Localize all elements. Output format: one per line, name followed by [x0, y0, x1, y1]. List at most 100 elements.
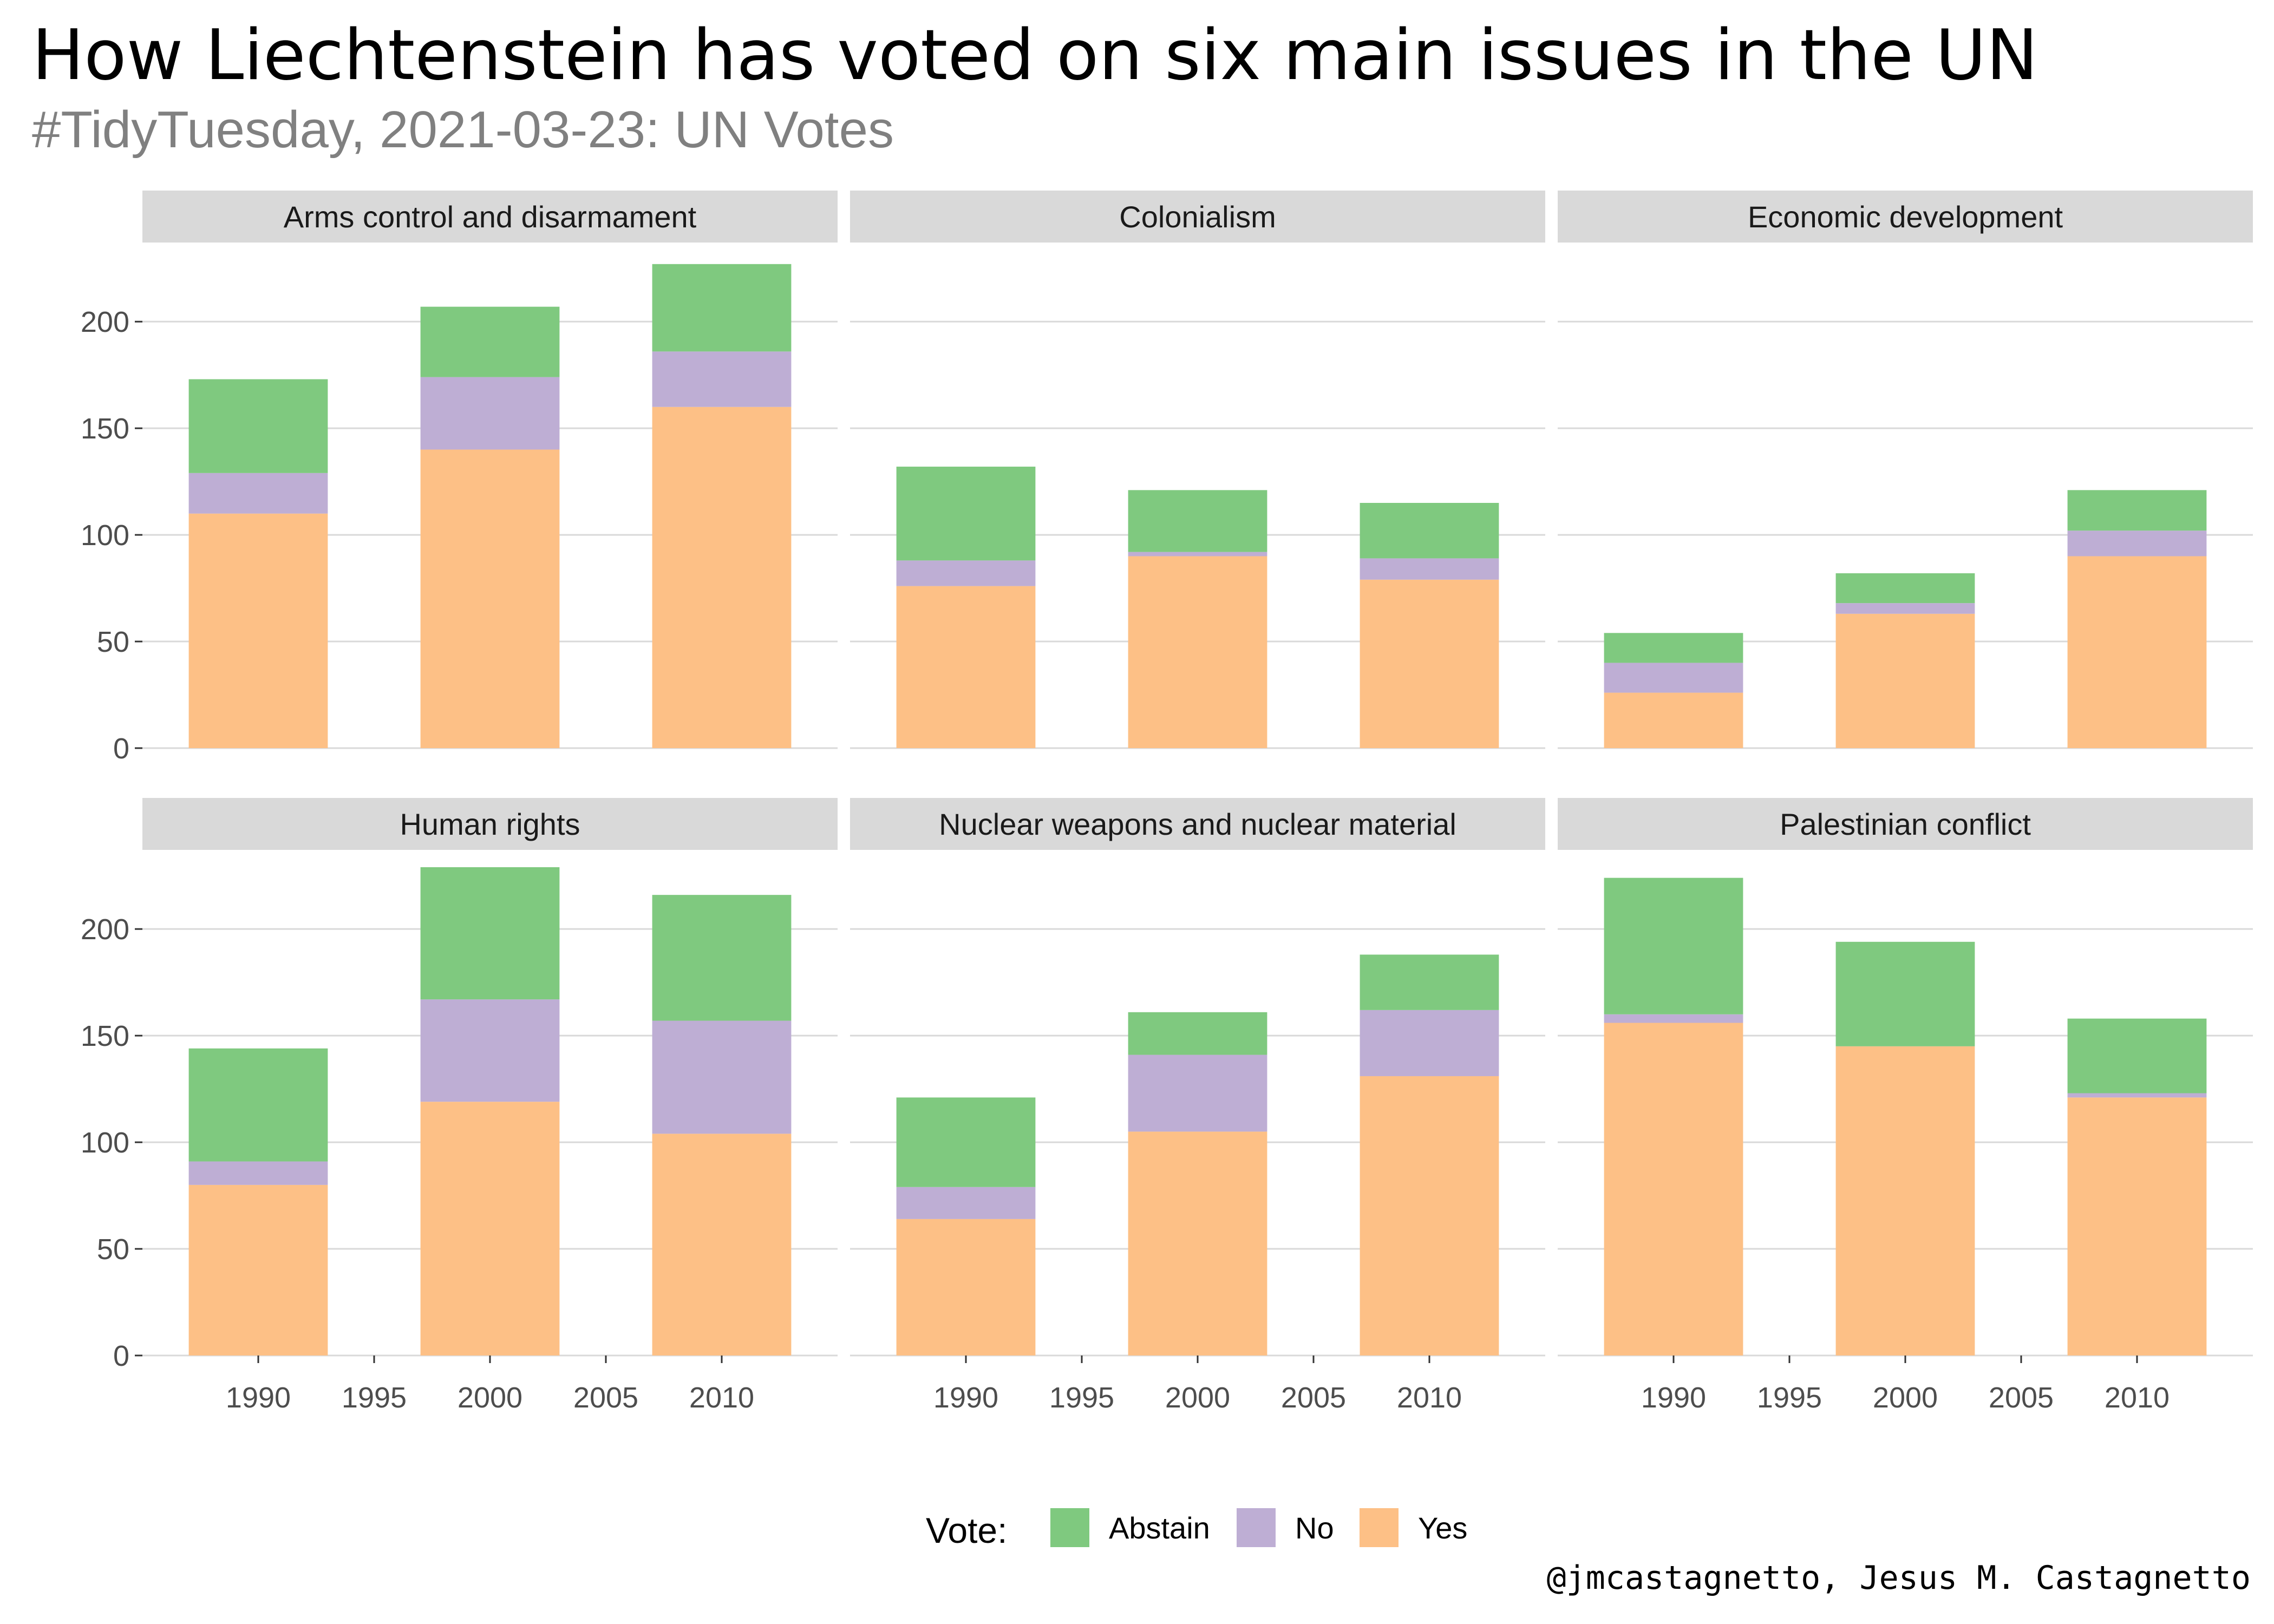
- bar-no: [1604, 1014, 1743, 1023]
- facet-title: Arms control and disarmament: [284, 200, 697, 234]
- bar-no: [1835, 603, 1975, 614]
- bar-abstain: [2067, 490, 2207, 531]
- legend-label-yes: Yes: [1418, 1511, 1467, 1545]
- bar-no: [1604, 663, 1743, 693]
- x-tick-label: 1995: [1757, 1381, 1822, 1414]
- bar-abstain: [1360, 503, 1499, 559]
- bar-no: [2067, 1093, 2207, 1098]
- bar-yes: [420, 1102, 560, 1355]
- facet-title: Nuclear weapons and nuclear material: [939, 807, 1456, 841]
- facet-strip: [1558, 798, 2253, 850]
- bar-no: [896, 560, 1036, 586]
- bar-abstain: [652, 895, 792, 1021]
- facet-strip: [1558, 191, 2253, 243]
- facet-title: Colonialism: [1119, 200, 1276, 234]
- legend-swatch-yes: [1360, 1508, 1399, 1547]
- y-tick-label: 50: [97, 626, 129, 658]
- facet-strip: [142, 798, 838, 850]
- y-tick-label: 100: [81, 1127, 129, 1159]
- x-tick-label: 1990: [933, 1381, 998, 1414]
- bar-no: [2067, 531, 2207, 556]
- bar-abstain: [1835, 941, 1975, 1046]
- x-tick-label: 1990: [1641, 1381, 1706, 1414]
- bar-abstain: [1360, 954, 1499, 1010]
- bar-abstain: [420, 867, 560, 1000]
- bar-abstain: [1128, 1012, 1267, 1055]
- facet-strip: [142, 191, 838, 243]
- bar-no: [652, 351, 792, 407]
- bar-yes: [1604, 1023, 1743, 1355]
- facet-title: Palestinian conflict: [1780, 807, 2031, 841]
- y-tick-label: 150: [81, 412, 129, 445]
- bar-abstain: [1835, 573, 1975, 604]
- y-tick-label: 0: [113, 1340, 129, 1372]
- chart-caption: @jmcastagnetto, Jesus M. Castagnetto: [1546, 1559, 2251, 1597]
- chart-subtitle: #TidyTuesday, 2021-03-23: UN Votes: [32, 101, 894, 159]
- x-tick-label: 2005: [1989, 1381, 2054, 1414]
- legend-label-abstain: Abstain: [1109, 1511, 1210, 1545]
- bar-no: [1128, 552, 1267, 556]
- x-tick-label: 2005: [573, 1381, 638, 1414]
- bar-abstain: [420, 306, 560, 377]
- bar-abstain: [652, 264, 792, 352]
- facet-title: Human rights: [400, 807, 580, 841]
- legend-swatch-abstain: [1050, 1508, 1089, 1547]
- bar-yes: [2067, 1097, 2207, 1355]
- bar-abstain: [1604, 633, 1743, 663]
- bar-no: [1360, 558, 1499, 580]
- bar-abstain: [1604, 878, 1743, 1014]
- bar-yes: [1835, 613, 1975, 748]
- bar-abstain: [896, 1097, 1036, 1187]
- bar-yes: [1360, 1076, 1499, 1355]
- y-tick-label: 200: [81, 306, 129, 338]
- x-tick-label: 2000: [1873, 1381, 1938, 1414]
- bar-yes: [188, 1184, 328, 1355]
- x-tick-label: 2010: [2105, 1381, 2170, 1414]
- y-tick-label: 150: [81, 1020, 129, 1052]
- bar-yes: [1360, 579, 1499, 748]
- bar-yes: [896, 586, 1036, 748]
- x-tick-label: 2010: [1397, 1381, 1462, 1414]
- x-tick-label: 2000: [458, 1381, 522, 1414]
- bar-yes: [1835, 1046, 1975, 1355]
- legend-swatch-no: [1237, 1508, 1276, 1547]
- x-tick-label: 1990: [226, 1381, 291, 1414]
- bar-abstain: [188, 379, 328, 473]
- legend-label-no: No: [1295, 1511, 1334, 1545]
- bar-yes: [896, 1219, 1036, 1355]
- y-tick-label: 200: [81, 913, 129, 946]
- chart-title: How Liechtenstein has voted on six main …: [32, 15, 2038, 96]
- facet-title: Economic development: [1748, 200, 2063, 234]
- x-tick-label: 2000: [1165, 1381, 1230, 1414]
- bar-no: [420, 377, 560, 450]
- bar-abstain: [1128, 490, 1267, 552]
- x-tick-label: 2010: [689, 1381, 754, 1414]
- bar-abstain: [188, 1048, 328, 1162]
- y-tick-label: 50: [97, 1233, 129, 1266]
- x-tick-label: 2005: [1281, 1381, 1346, 1414]
- y-tick-label: 100: [81, 519, 129, 552]
- bar-yes: [1128, 556, 1267, 748]
- facet-strip: [850, 191, 1545, 243]
- bar-yes: [188, 513, 328, 748]
- bar-yes: [2067, 556, 2207, 748]
- legend-title: Vote:: [926, 1510, 1007, 1550]
- bar-no: [896, 1187, 1036, 1219]
- bar-no: [652, 1020, 792, 1134]
- x-tick-label: 1995: [1049, 1381, 1114, 1414]
- bar-no: [188, 1161, 328, 1185]
- bar-yes: [652, 407, 792, 748]
- bar-no: [1360, 1010, 1499, 1076]
- bar-no: [1128, 1055, 1267, 1132]
- facet-strip: [850, 798, 1545, 850]
- x-tick-label: 1995: [342, 1381, 407, 1414]
- bar-no: [188, 473, 328, 514]
- bar-yes: [420, 449, 560, 748]
- bar-abstain: [2067, 1018, 2207, 1093]
- bar-yes: [652, 1134, 792, 1355]
- bar-yes: [1604, 692, 1743, 748]
- bar-abstain: [896, 467, 1036, 561]
- bar-no: [420, 999, 560, 1102]
- bar-yes: [1128, 1131, 1267, 1355]
